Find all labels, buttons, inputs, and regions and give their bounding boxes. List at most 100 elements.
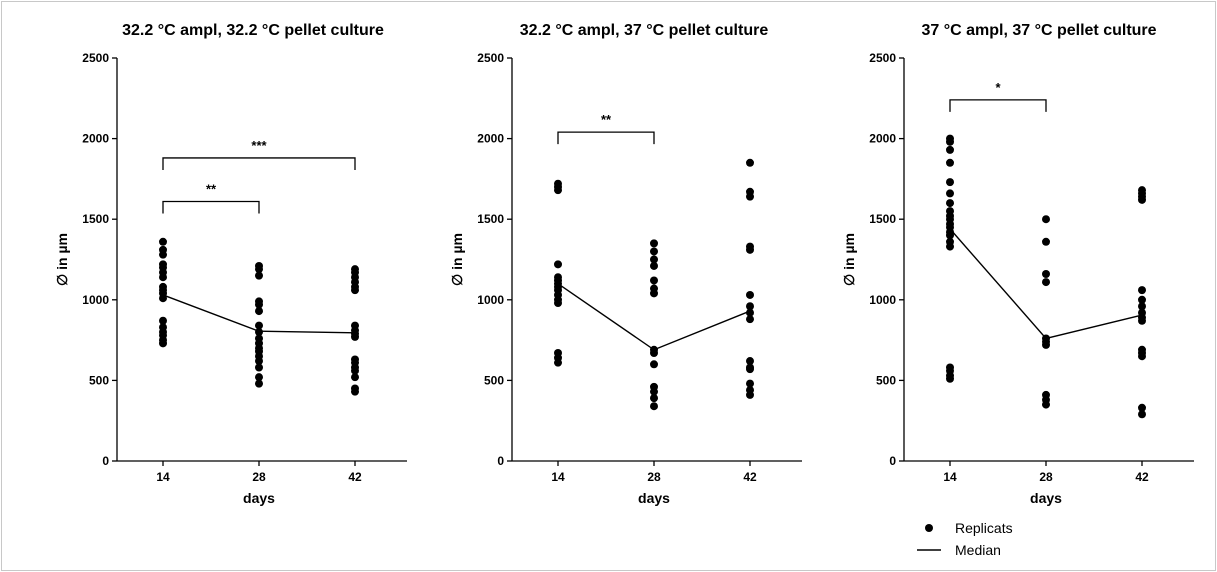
y-tick-label: 2000 — [869, 132, 896, 146]
replicate-point — [255, 265, 263, 274]
replicate-point — [255, 373, 263, 382]
chart-panels: 32.2 °C ampl, 32.2 °C pellet culture 0 500… — [54, 22, 1194, 506]
replicate-point — [946, 137, 954, 146]
replicate-point — [554, 299, 562, 308]
replicate-point — [746, 158, 754, 167]
y-tick-label: 2000 — [477, 132, 504, 146]
x-axis-label: days — [1030, 490, 1062, 506]
replicate-point — [746, 390, 754, 399]
y-tick-label: 500 — [89, 373, 109, 387]
x-tick-label: 42 — [743, 470, 757, 484]
replicate-point — [650, 247, 658, 256]
y-tick-label: 1500 — [477, 212, 504, 226]
legend-label: Median — [955, 542, 1001, 558]
replicate-point — [946, 199, 954, 208]
x-tick-label: 42 — [348, 470, 362, 484]
y-tick-label: 1000 — [869, 293, 896, 307]
replicate-point — [946, 158, 954, 167]
replicate-point — [255, 321, 263, 330]
y-tick-label: 0 — [889, 454, 896, 468]
replicate-point — [255, 357, 263, 366]
y-tick-label: 1500 — [869, 212, 896, 226]
chart-panel-1: 32.2 °C ampl, 32.2 °C pellet culture 0 500… — [54, 22, 407, 506]
replicate-point — [351, 366, 359, 375]
replicate-point — [159, 316, 167, 325]
y-axis-label: ∅ in µm — [449, 233, 465, 286]
replicate-point — [746, 302, 754, 311]
replicate-point — [255, 363, 263, 372]
replicate-point — [650, 360, 658, 369]
chart-title: 32.2 °C ampl, 32.2 °C pellet culture — [122, 22, 384, 39]
x-tick-label: 14 — [156, 470, 170, 484]
replicate-point — [1042, 340, 1050, 349]
y-tick-label: 500 — [484, 373, 504, 387]
legend-label: Replicats — [955, 520, 1013, 536]
replicate-point — [159, 273, 167, 282]
x-tick-label: 28 — [252, 470, 266, 484]
y-axis-label: ∅ in µm — [54, 233, 70, 286]
significance-bracket — [557, 131, 655, 145]
replicate-point — [746, 315, 754, 324]
replicate-point — [1138, 403, 1146, 412]
replicate-point — [746, 357, 754, 366]
y-tick-label: 2500 — [477, 51, 504, 65]
y-tick-label: 1000 — [477, 293, 504, 307]
replicate-point — [746, 192, 754, 201]
x-axis-label: days — [638, 490, 670, 506]
y-tick-label: 2500 — [869, 51, 896, 65]
y-tick-label: 2500 — [82, 51, 109, 65]
replicate-point — [255, 307, 263, 316]
replicate-point — [159, 294, 167, 303]
replicate-point — [1138, 195, 1146, 204]
replicate-point — [1138, 295, 1146, 304]
replicate-point — [650, 239, 658, 248]
replicate-point — [255, 271, 263, 280]
x-tick-label: 28 — [647, 470, 661, 484]
legend-dot-icon — [925, 524, 933, 532]
legend: Replicats Median — [917, 520, 1013, 558]
replicate-point — [351, 332, 359, 341]
replicate-point — [159, 250, 167, 259]
replicate-point — [351, 373, 359, 382]
x-tick-label: 14 — [943, 470, 957, 484]
x-tick-label: 42 — [1135, 470, 1149, 484]
y-tick-label: 0 — [102, 454, 109, 468]
replicate-point — [351, 286, 359, 295]
replicate-point — [746, 290, 754, 299]
replicate-point — [255, 379, 263, 388]
replicate-point — [946, 231, 954, 240]
chart-panel-2: 32.2 °C ampl, 37 °C pellet culture 0 500 10… — [449, 22, 802, 506]
replicate-point — [746, 365, 754, 374]
replicate-point — [1042, 270, 1050, 279]
replicate-point — [159, 339, 167, 348]
replicate-point — [1042, 400, 1050, 409]
chart-title: 37 °C ampl, 37 °C pellet culture — [921, 22, 1156, 39]
x-axis-label: days — [243, 490, 275, 506]
replicate-point — [650, 276, 658, 285]
significance-bracket — [162, 200, 260, 214]
replicate-point — [1138, 352, 1146, 361]
significance-label: ** — [601, 112, 612, 127]
replicate-point — [1138, 316, 1146, 325]
replicate-point — [1138, 286, 1146, 295]
replicate-point — [554, 358, 562, 367]
replicate-point — [1138, 410, 1146, 419]
replicate-point — [946, 178, 954, 187]
replicate-point — [1042, 215, 1050, 224]
replicate-point — [650, 261, 658, 270]
replicate-point — [650, 289, 658, 298]
replicate-point — [746, 245, 754, 254]
significance-label: *** — [251, 138, 267, 153]
replicate-point — [1042, 237, 1050, 246]
replicate-point — [946, 189, 954, 198]
chart-panel-3: 37 °C ampl, 37 °C pellet culture 0 500 1000… — [841, 22, 1194, 506]
replicate-point — [946, 374, 954, 383]
y-tick-label: 500 — [876, 373, 896, 387]
replicate-point — [946, 145, 954, 154]
replicate-point — [650, 255, 658, 264]
replicate-point — [1042, 278, 1050, 287]
chart-title: 32.2 °C ampl, 37 °C pellet culture — [520, 22, 769, 39]
